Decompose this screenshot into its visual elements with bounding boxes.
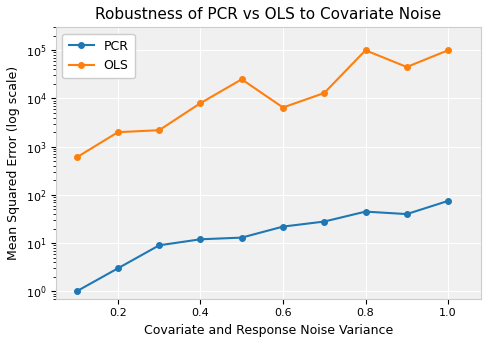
OLS: [156, 128, 162, 132]
OLS: [239, 77, 244, 82]
PCR: [404, 212, 410, 216]
PCR: [198, 237, 203, 241]
OLS: [115, 130, 121, 134]
OLS: [280, 106, 286, 110]
Title: Robustness of PCR vs OLS to Covariate Noise: Robustness of PCR vs OLS to Covariate No…: [96, 7, 442, 22]
PCR: [321, 219, 327, 224]
PCR: [445, 199, 451, 203]
PCR: [115, 266, 121, 270]
OLS: [74, 155, 80, 160]
OLS: [321, 91, 327, 95]
Legend: PCR, OLS: PCR, OLS: [62, 33, 135, 78]
OLS: [363, 48, 368, 52]
X-axis label: Covariate and Response Noise Variance: Covariate and Response Noise Variance: [144, 324, 393, 337]
PCR: [239, 236, 244, 240]
OLS: [445, 48, 451, 52]
Y-axis label: Mean Squared Error (log scale): Mean Squared Error (log scale): [7, 66, 20, 260]
Line: OLS: OLS: [74, 47, 451, 160]
Line: PCR: PCR: [74, 198, 451, 294]
PCR: [74, 289, 80, 293]
PCR: [280, 225, 286, 229]
PCR: [156, 243, 162, 247]
OLS: [198, 101, 203, 105]
PCR: [363, 209, 368, 214]
OLS: [404, 65, 410, 69]
